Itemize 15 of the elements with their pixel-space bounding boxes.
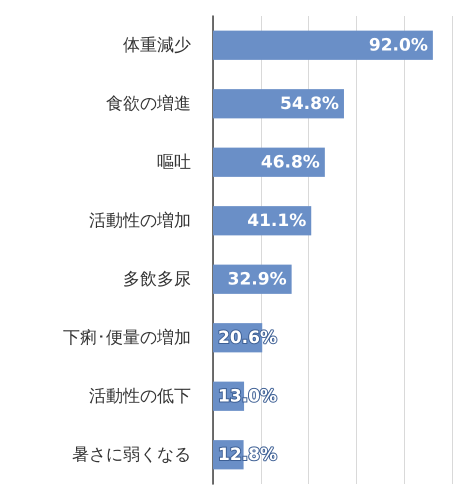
y-tick-label: 活動性の増加 [89,210,191,231]
bar [213,89,344,118]
bar [213,30,433,60]
data-label: 92.0% [368,35,428,56]
y-tick-label: 活動性の低下 [89,386,191,406]
data-label: 41.1% [247,210,306,231]
y-tick-label: 下痢･便量の増加 [63,328,191,348]
data-label: 54.8% [280,94,339,114]
data-label: 32.9% [228,269,287,290]
y-tick-label: 暑さに弱くなる [72,444,191,465]
y-tick-label: 体重減少 [123,35,191,56]
data-label: 46.8% [260,152,320,172]
y-tick-label: 多飲多尿 [123,269,191,290]
y-tick-label: 食欲の増進 [106,94,191,114]
y-tick-label: 嘔吐 [157,152,191,172]
